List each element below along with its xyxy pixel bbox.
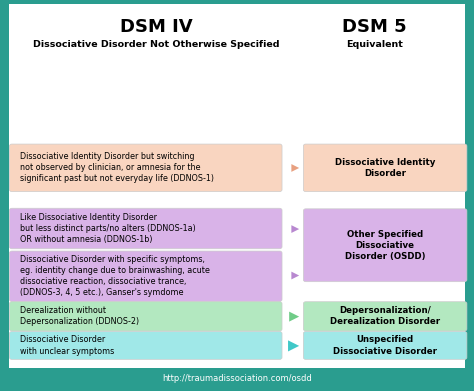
Text: Dissociative Disorder
with unclear symptoms: Dissociative Disorder with unclear sympt… bbox=[20, 335, 115, 355]
FancyBboxPatch shape bbox=[303, 144, 467, 192]
Text: Unspecified
Dissociative Disorder: Unspecified Dissociative Disorder bbox=[333, 335, 437, 355]
Text: Dissociative Disorder Not Otherwise Specified: Dissociative Disorder Not Otherwise Spec… bbox=[33, 40, 280, 49]
Text: Depersonalization/
Derealization Disorder: Depersonalization/ Derealization Disorde… bbox=[330, 306, 440, 326]
Text: Dissociative Identity Disorder but switching
not observed by clinician, or amnes: Dissociative Identity Disorder but switc… bbox=[20, 152, 214, 183]
FancyBboxPatch shape bbox=[9, 302, 282, 331]
Text: DSM 5: DSM 5 bbox=[342, 18, 407, 36]
FancyBboxPatch shape bbox=[303, 302, 467, 331]
FancyBboxPatch shape bbox=[9, 4, 465, 368]
Text: Like Dissociative Identity Disorder
but less distinct parts/no alters (DDNOS-1a): Like Dissociative Identity Disorder but … bbox=[20, 213, 196, 244]
FancyBboxPatch shape bbox=[303, 209, 467, 282]
Text: Dissociative Identity
Disorder: Dissociative Identity Disorder bbox=[335, 158, 435, 178]
FancyBboxPatch shape bbox=[9, 332, 282, 359]
FancyBboxPatch shape bbox=[9, 208, 282, 249]
FancyBboxPatch shape bbox=[9, 144, 282, 192]
FancyBboxPatch shape bbox=[9, 251, 282, 301]
Text: Other Specified
Dissociative
Disorder (OSDD): Other Specified Dissociative Disorder (O… bbox=[345, 230, 425, 261]
Text: Derealization without
Depersonalization (DDNOS-2): Derealization without Depersonalization … bbox=[20, 306, 139, 326]
Text: Dissociative Disorder with specific symptoms,
eg. identity change due to brainwa: Dissociative Disorder with specific symp… bbox=[20, 255, 210, 298]
Text: DSM IV: DSM IV bbox=[120, 18, 193, 36]
Text: http://traumadissociation.com/osdd: http://traumadissociation.com/osdd bbox=[162, 373, 312, 383]
FancyBboxPatch shape bbox=[303, 332, 467, 359]
Text: Equivalent: Equivalent bbox=[346, 40, 403, 49]
